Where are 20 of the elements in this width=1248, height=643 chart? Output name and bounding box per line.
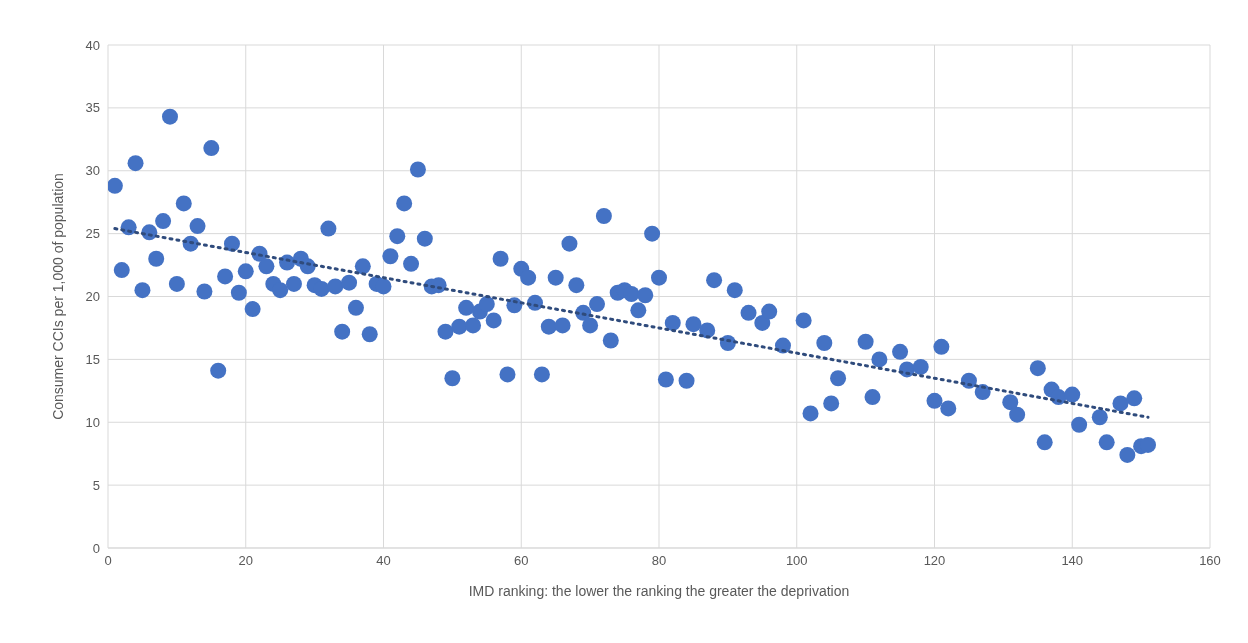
x-tick-label: 20 [238, 553, 253, 569]
y-tick-label: 0 [92, 540, 100, 556]
y-axis-title: Consumer CCIs per 1,000 of population [49, 173, 66, 420]
y-tick-label: 20 [85, 289, 100, 305]
x-tick-label: 40 [376, 553, 391, 569]
y-tick-label: 40 [85, 37, 100, 53]
y-tick-label: 5 [92, 477, 100, 493]
y-tick-label: 35 [85, 100, 100, 116]
y-tick-label: 10 [85, 414, 100, 430]
x-axis-title: IMD ranking: the lower the ranking the greater the deprivation [468, 583, 850, 599]
y-tick-label: 25 [85, 226, 100, 242]
x-tick-label: 0 [104, 553, 112, 569]
y-tick-label: 30 [85, 163, 100, 179]
x-tick-label: 100 [785, 553, 808, 569]
x-tick-label: 60 [514, 553, 529, 569]
x-tick-label: 160 [1199, 553, 1221, 569]
y-tick-label: 15 [85, 351, 100, 367]
x-tick-label: 140 [1061, 553, 1084, 569]
x-tick-label: 80 [651, 553, 667, 569]
x-tick-label: 120 [923, 553, 946, 569]
